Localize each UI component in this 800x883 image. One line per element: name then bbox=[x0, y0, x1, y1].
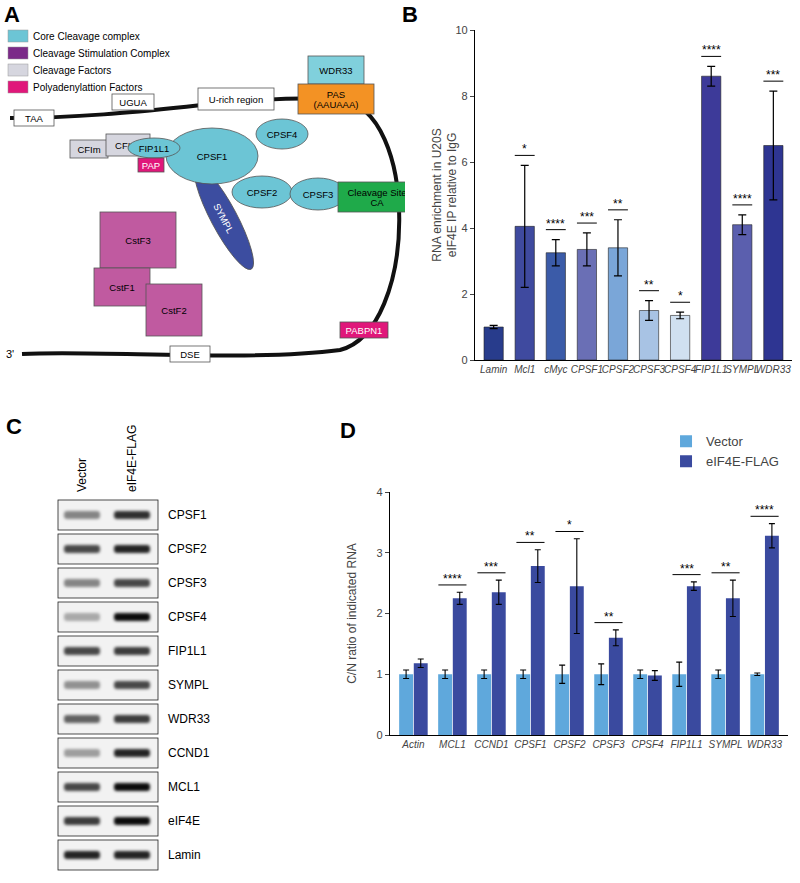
svg-text:FIP1L1: FIP1L1 bbox=[139, 143, 170, 154]
svg-text:4: 4 bbox=[377, 486, 383, 498]
svg-text:CPSF1: CPSF1 bbox=[514, 739, 546, 750]
svg-text:****: **** bbox=[546, 217, 565, 231]
svg-text:WDR33: WDR33 bbox=[756, 364, 791, 375]
svg-text:UGUA: UGUA bbox=[119, 97, 147, 108]
svg-text:cMyc: cMyc bbox=[544, 364, 567, 375]
svg-text:WDR33: WDR33 bbox=[319, 65, 352, 76]
svg-text:CPSF2: CPSF2 bbox=[168, 542, 207, 556]
svg-text:****: **** bbox=[733, 192, 752, 206]
svg-text:C: C bbox=[6, 414, 22, 439]
svg-text:****: **** bbox=[443, 572, 462, 586]
svg-text:FIP1L1: FIP1L1 bbox=[670, 739, 702, 750]
svg-text:TAA: TAA bbox=[25, 113, 43, 124]
svg-text:MCL1: MCL1 bbox=[168, 780, 200, 794]
svg-text:CPSF1: CPSF1 bbox=[197, 151, 228, 162]
svg-text:MCL1: MCL1 bbox=[439, 739, 466, 750]
svg-text:10: 10 bbox=[455, 24, 467, 36]
svg-text:Actin: Actin bbox=[401, 739, 425, 750]
svg-text:CPSF1: CPSF1 bbox=[168, 508, 207, 522]
svg-text:****: **** bbox=[702, 43, 721, 57]
svg-text:CPSF3: CPSF3 bbox=[303, 189, 334, 200]
svg-text:U-rich region: U-rich region bbox=[209, 94, 263, 105]
svg-text:Mcl1: Mcl1 bbox=[514, 364, 535, 375]
svg-text:FIP1L1: FIP1L1 bbox=[695, 364, 727, 375]
svg-text:***: *** bbox=[580, 210, 594, 224]
svg-text:CPSF4: CPSF4 bbox=[664, 364, 697, 375]
svg-text:CPSF4: CPSF4 bbox=[168, 610, 207, 624]
svg-text:**: ** bbox=[613, 197, 623, 211]
svg-text:Vector: Vector bbox=[706, 434, 744, 449]
svg-text:Core Cleavage complex: Core Cleavage complex bbox=[33, 31, 140, 42]
svg-text:SYMPL: SYMPL bbox=[709, 739, 743, 750]
svg-text:PAS(AAUAAA): PAS(AAUAAA) bbox=[314, 88, 359, 109]
svg-text:CPSF3: CPSF3 bbox=[633, 364, 666, 375]
svg-text:Cleavage Stimulation Complex: Cleavage Stimulation Complex bbox=[33, 48, 170, 59]
svg-text:***: *** bbox=[484, 560, 498, 574]
svg-text:***: *** bbox=[766, 68, 780, 82]
svg-text:CCND1: CCND1 bbox=[168, 746, 210, 760]
html-text:D: D bbox=[340, 418, 356, 443]
svg-text:CstF3: CstF3 bbox=[125, 235, 150, 246]
svg-text:CstF2: CstF2 bbox=[161, 305, 186, 316]
svg-text:Polyadenylattion Factors: Polyadenylattion Factors bbox=[33, 82, 143, 93]
svg-text:CPSF1: CPSF1 bbox=[571, 364, 603, 375]
svg-text:A: A bbox=[4, 2, 20, 27]
svg-text:Cleavage Factors: Cleavage Factors bbox=[33, 65, 111, 76]
svg-text:0: 0 bbox=[377, 729, 383, 741]
svg-text:DSE: DSE bbox=[180, 349, 200, 360]
svg-text:2: 2 bbox=[462, 288, 468, 300]
svg-text:*: * bbox=[522, 142, 527, 156]
svg-text:3: 3 bbox=[377, 547, 383, 559]
svg-text:CPSF2: CPSF2 bbox=[602, 364, 635, 375]
svg-text:CCND1: CCND1 bbox=[474, 739, 508, 750]
svg-text:**: ** bbox=[604, 610, 614, 624]
svg-text:Lamin: Lamin bbox=[480, 364, 508, 375]
svg-text:eIF4E-FLAG: eIF4E-FLAG bbox=[706, 454, 779, 469]
svg-text:CPSF2: CPSF2 bbox=[553, 739, 586, 750]
svg-text:Lamin: Lamin bbox=[168, 848, 201, 862]
html-text:B: B bbox=[402, 2, 418, 27]
svg-text:CPSF4: CPSF4 bbox=[631, 739, 664, 750]
svg-text:3': 3' bbox=[6, 348, 14, 360]
svg-text:eIF4E: eIF4E bbox=[168, 814, 200, 828]
svg-text:Vector: Vector bbox=[75, 458, 89, 492]
svg-text:PABPN1: PABPN1 bbox=[346, 325, 383, 336]
svg-text:CPSF4: CPSF4 bbox=[267, 129, 298, 140]
svg-text:**: ** bbox=[644, 278, 654, 292]
svg-text:*: * bbox=[567, 518, 572, 532]
svg-text:6: 6 bbox=[462, 156, 468, 168]
svg-text:***: *** bbox=[680, 562, 694, 576]
svg-text:4: 4 bbox=[462, 222, 468, 234]
svg-text:C/N ratio of indicated RNA: C/N ratio of indicated RNA bbox=[345, 543, 359, 684]
svg-text:****: **** bbox=[755, 503, 774, 517]
svg-text:8: 8 bbox=[462, 90, 468, 102]
svg-text:SYMPL: SYMPL bbox=[168, 678, 209, 692]
svg-text:2: 2 bbox=[377, 607, 383, 619]
svg-text:**: ** bbox=[525, 529, 535, 543]
svg-text:CFIm: CFIm bbox=[77, 144, 100, 155]
svg-text:CPSF3: CPSF3 bbox=[592, 739, 625, 750]
svg-text:WDR33: WDR33 bbox=[747, 739, 782, 750]
svg-text:WDR33: WDR33 bbox=[168, 712, 210, 726]
svg-text:eIF4E-FLAG: eIF4E-FLAG bbox=[125, 425, 139, 492]
svg-text:CstF1: CstF1 bbox=[109, 282, 134, 293]
svg-text:CPSF3: CPSF3 bbox=[168, 576, 207, 590]
svg-text:CPSF2: CPSF2 bbox=[247, 187, 278, 198]
svg-text:0: 0 bbox=[462, 354, 468, 366]
svg-text:PAP: PAP bbox=[142, 160, 160, 171]
svg-text:FIP1L1: FIP1L1 bbox=[168, 644, 207, 658]
svg-text:SYMPL: SYMPL bbox=[725, 364, 759, 375]
svg-text:RNA enrichment in U20SeIF4E IP: RNA enrichment in U20SeIF4E IP relative … bbox=[430, 128, 460, 261]
svg-text:1: 1 bbox=[377, 668, 383, 680]
svg-text:Cleavage SiteCA: Cleavage SiteCA bbox=[347, 186, 406, 207]
svg-text:SYMPL: SYMPL bbox=[212, 201, 237, 235]
svg-text:*: * bbox=[678, 289, 683, 303]
svg-text:**: ** bbox=[721, 560, 731, 574]
